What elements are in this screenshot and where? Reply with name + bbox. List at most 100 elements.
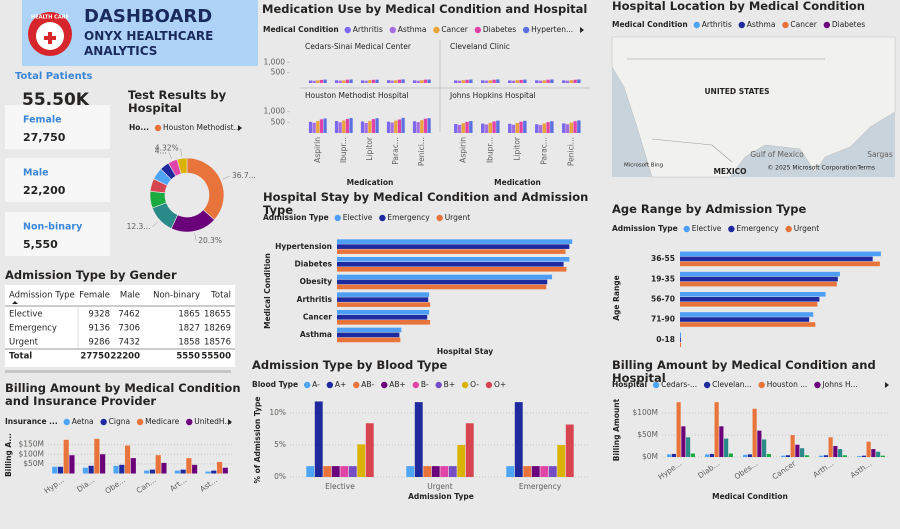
bar [671, 453, 676, 457]
leader-line [168, 151, 173, 160]
bar [349, 118, 353, 133]
y-tick-label: 500 [271, 117, 286, 126]
bar [414, 402, 423, 477]
chart-title: Billing Amount by Medical Condition and … [612, 359, 876, 385]
bar [319, 79, 324, 83]
bar [465, 79, 469, 83]
legend-marker [186, 418, 193, 426]
bar [562, 123, 566, 133]
legend-label: Emergency [387, 213, 430, 222]
bar [420, 120, 424, 133]
bar [515, 122, 519, 133]
bar [508, 80, 512, 83]
donut-slice [186, 157, 225, 221]
bar [323, 466, 332, 477]
bar [496, 120, 500, 133]
y-tick-label: 1,000 [264, 57, 286, 66]
bar [747, 454, 752, 457]
legend-marker [693, 21, 700, 29]
bar [546, 79, 550, 83]
bar [306, 466, 315, 477]
bar [819, 455, 824, 457]
scrollbar [5, 370, 231, 373]
bar [337, 267, 567, 272]
bar [337, 262, 564, 267]
bar [680, 342, 682, 347]
chart-title: Hospital Stay by Medical Condition and A… [263, 191, 589, 217]
table-cell: 1865 [178, 310, 200, 320]
x-tick-label: Dia... [75, 475, 96, 494]
bar [337, 292, 430, 297]
bar [680, 302, 818, 307]
bar [416, 122, 420, 133]
bar [757, 430, 762, 457]
x-tick-label: Lipitor [513, 136, 522, 161]
chart-title-box: Age Range by Admission Type [612, 203, 806, 216]
legend-label: Urgent [445, 213, 471, 222]
table-cell: 18655 [204, 310, 231, 320]
bar [573, 121, 577, 133]
legend-marker [785, 225, 792, 233]
bar [337, 310, 430, 315]
legend-label: Arthritis [702, 20, 732, 29]
chart-title: Admission Type by Blood Type [252, 359, 448, 372]
x-tick-label: Elective [325, 482, 355, 491]
bar [331, 466, 340, 477]
table-cell: Urgent [9, 338, 39, 348]
kpi-value: 27,750 [23, 131, 66, 144]
chart-title-box: Billing Amount by Medical Condition and … [612, 359, 876, 385]
bar [795, 444, 800, 457]
bar [94, 438, 100, 474]
legend-label: Diabetes [483, 25, 516, 34]
bar [680, 322, 816, 327]
legend-label: Elective [343, 213, 373, 222]
table-cell: 1827 [178, 324, 200, 334]
bar [345, 79, 350, 83]
bar [790, 435, 795, 457]
bar [337, 297, 429, 302]
bar [338, 80, 342, 83]
bar [394, 120, 398, 133]
table-cell: 7306 [118, 324, 140, 334]
x-tick-label: Arth... [811, 459, 835, 480]
bar [412, 121, 417, 133]
panel-title: Johns Hopkins Hospital [449, 91, 536, 100]
chart-title: Test Results by Hospital [128, 89, 227, 115]
table-cell: 7432 [118, 338, 140, 348]
legend-title: Ho... [129, 123, 149, 132]
bar [492, 79, 496, 83]
bar [63, 439, 69, 474]
map-label: UNITED STATES [704, 87, 769, 96]
bar [161, 462, 167, 474]
bar [316, 80, 320, 83]
bar [337, 244, 570, 249]
y-axis-label: Medical Condition [263, 253, 272, 329]
chart-title-box: Admission Type by Gender [5, 269, 177, 282]
bar [766, 453, 771, 457]
kpi-card [5, 212, 110, 256]
legend-scroll [885, 382, 889, 388]
y-tick-label: 500 [271, 68, 286, 77]
bar [680, 271, 840, 277]
bar [319, 119, 324, 133]
bar [423, 79, 428, 83]
bar [488, 122, 492, 133]
x-axis-label: Medical Condition [712, 492, 788, 501]
y-axis-label: Age Range [612, 275, 621, 321]
bar [337, 279, 548, 285]
panel-title: Cleveland Clinic [450, 42, 510, 51]
bar [113, 465, 119, 474]
x-tick-label: Cancer [770, 458, 798, 481]
legend-label: Johns H... [821, 380, 857, 389]
bar [375, 118, 379, 133]
bar [312, 80, 316, 83]
bar [565, 424, 574, 477]
map-border [651, 138, 733, 163]
legend-label: Cigna [109, 417, 130, 426]
bar [508, 123, 512, 133]
chart-title-box: Hospital Location by Medical Condition [612, 0, 865, 13]
table-header: Male [120, 291, 140, 301]
kpi-label: Male [23, 168, 49, 179]
bar [871, 449, 876, 457]
bar [345, 118, 350, 133]
